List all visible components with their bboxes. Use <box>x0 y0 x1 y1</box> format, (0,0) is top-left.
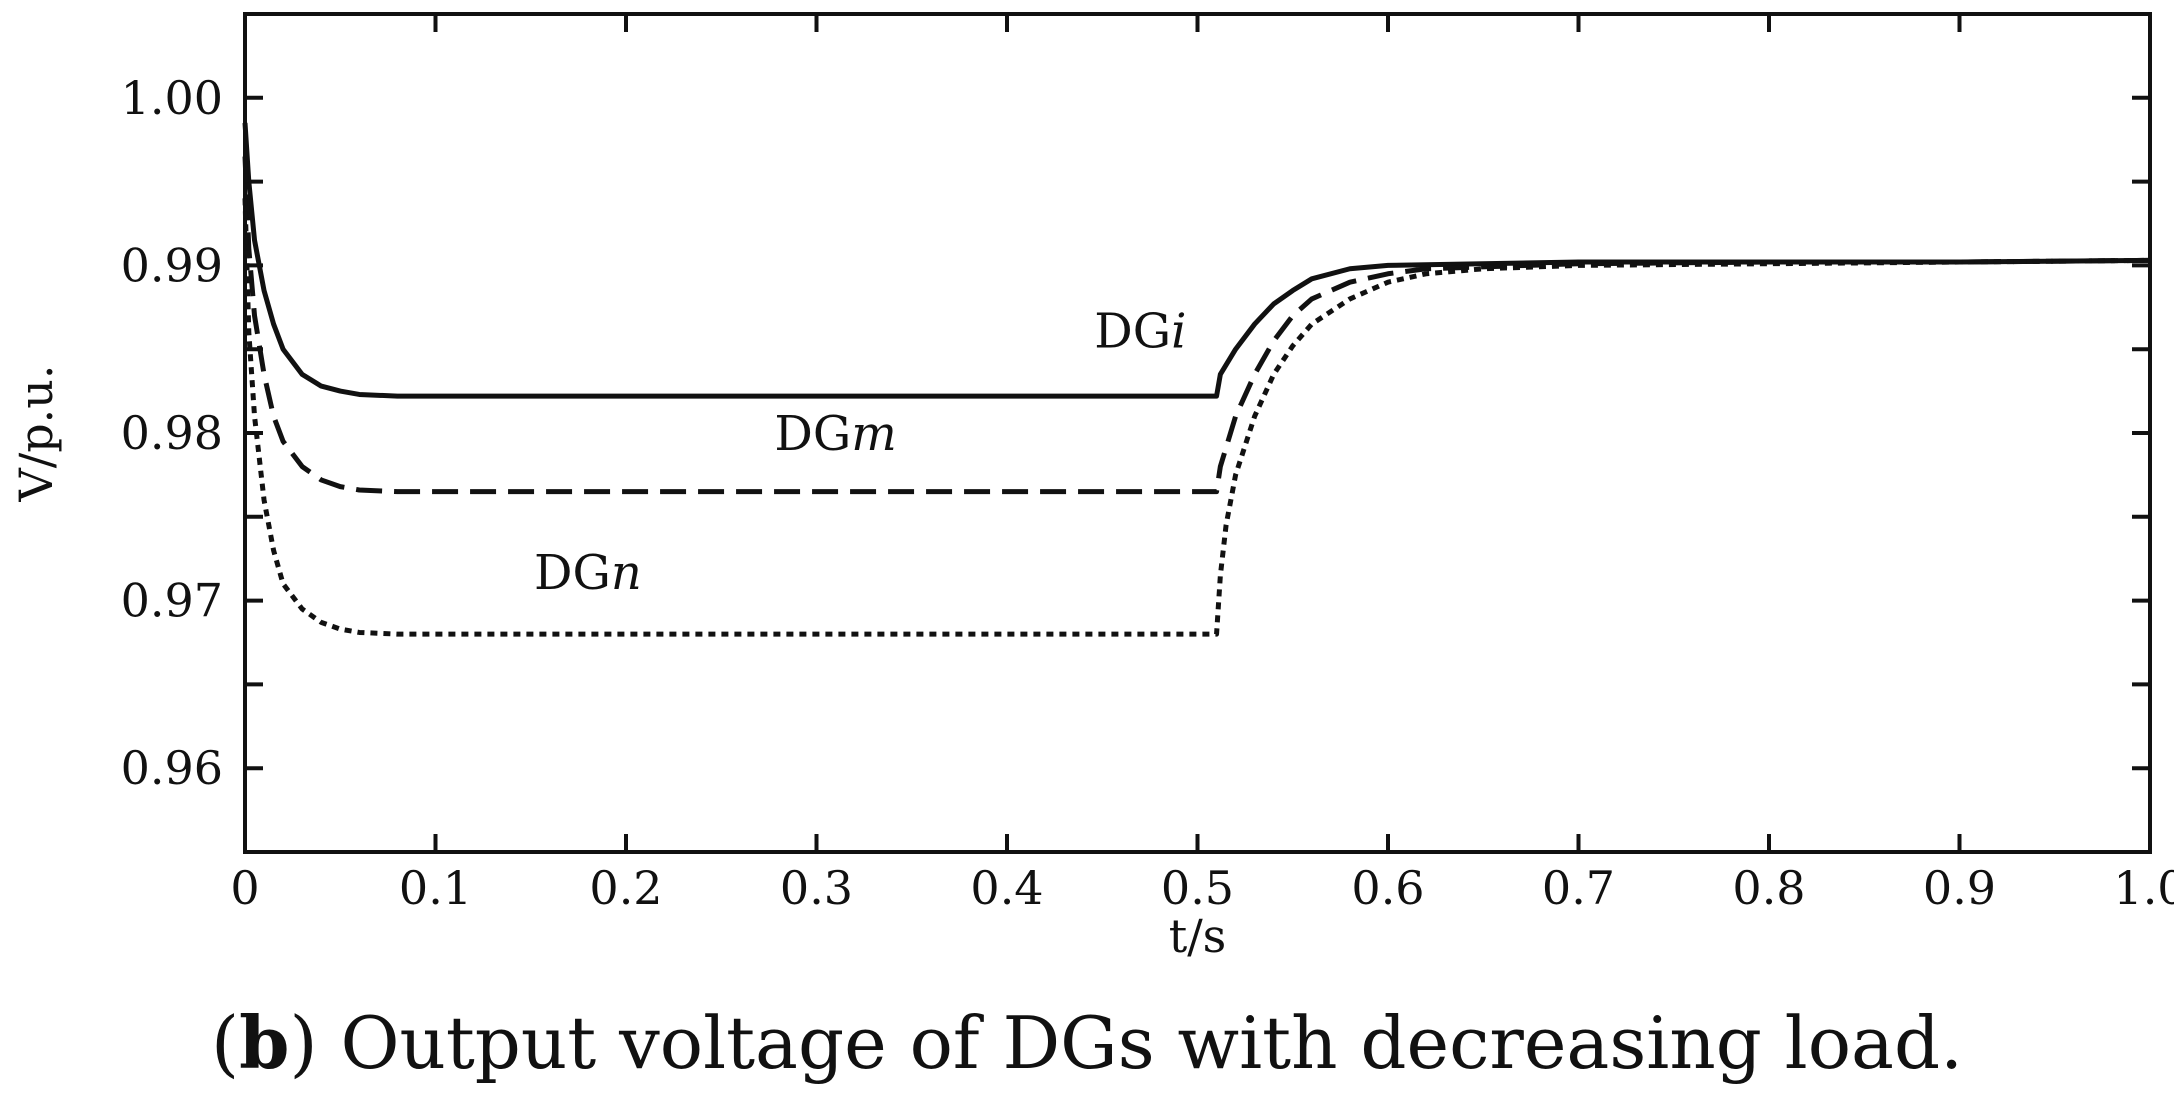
series-label-suffix: m <box>851 406 897 462</box>
caption-panel-letter: b <box>239 1000 290 1085</box>
x-tick-label: 0.2 <box>589 861 662 915</box>
series-line-dgn <box>242 198 2151 637</box>
x-tick-label: 0.6 <box>1351 861 1424 915</box>
series-group <box>242 122 2151 637</box>
x-tick-label: 0 <box>230 861 259 915</box>
plot-border <box>243 12 2152 854</box>
y-tick-label: 0.98 <box>121 406 223 460</box>
y-tick-label: 0.97 <box>121 574 223 628</box>
series-label-dgn: DGn <box>534 545 642 601</box>
tick-marks-group <box>243 14 2152 852</box>
x-tick-label: 0.4 <box>970 861 1043 915</box>
series-label-prefix: DG <box>534 545 611 601</box>
caption-text: Output voltage of DGs with decreasing lo… <box>340 1001 1963 1085</box>
y-tick-label: 1.00 <box>121 71 223 125</box>
series-label-prefix: DG <box>1094 304 1171 360</box>
x-axis-label: t/s <box>1169 909 1227 963</box>
x-tick-label: 0.7 <box>1542 861 1615 915</box>
figure-caption: (b) Output voltage of DGs with decreasin… <box>211 1000 1963 1085</box>
series-line-dgm <box>242 156 2151 495</box>
x-tick-label: 0.5 <box>1161 861 1234 915</box>
series-label-dgi: DGi <box>1094 304 1186 360</box>
series-label-prefix: DG <box>774 406 851 462</box>
x-tick-label: 0.3 <box>780 861 853 915</box>
tick-labels-group: 0 0.1 0.2 0.3 0.4 0.5 0.6 0.7 0.8 0.9 1.0 0.96 0.97 0… <box>121 71 2174 915</box>
x-tick-label: 0.9 <box>1923 861 1996 915</box>
y-tick-label: 0.96 <box>121 741 223 795</box>
y-axis-label: V/p.u. <box>9 364 63 502</box>
y-tick-label: 0.99 <box>121 238 223 292</box>
x-tick-label: 1.0 <box>2113 861 2174 915</box>
x-tick-label: 0.1 <box>399 861 472 915</box>
plot-frame-group <box>243 12 2152 854</box>
series-label-suffix: n <box>611 545 642 601</box>
series-label-dgm: DGm <box>774 406 896 462</box>
series-line-dgi <box>242 122 2151 399</box>
series-label-suffix: i <box>1171 304 1186 360</box>
x-tick-label: 0.8 <box>1732 861 1805 915</box>
